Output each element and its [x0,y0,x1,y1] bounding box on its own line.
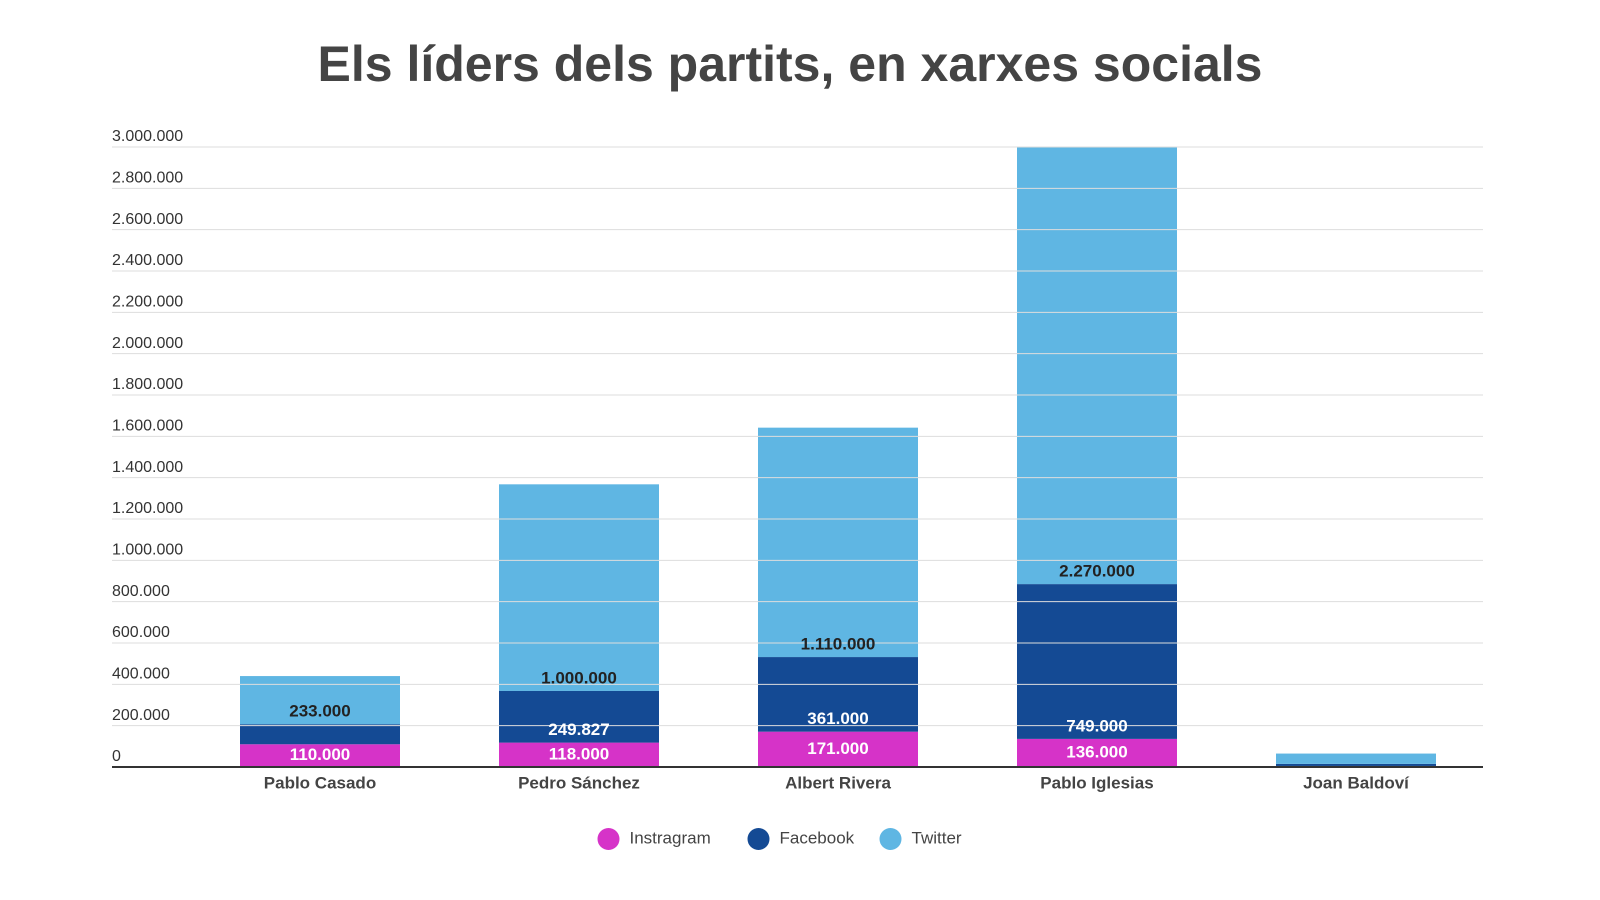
x-tick-label: Albert Rivera [785,773,891,792]
data-label: 118.000 [549,744,610,763]
bar-segment [758,427,918,658]
data-label: 1.000.000 [541,668,617,687]
bar-segment [1017,147,1177,585]
bar-segment [499,742,659,767]
bar-segment [240,744,400,767]
bar-segment [758,731,918,767]
data-label: 2.270.000 [1059,562,1135,581]
legend-swatch [597,828,620,850]
y-tick-label: 200.000 [112,707,170,724]
data-label: 1.110.000 [801,635,876,654]
bar-segment [758,657,918,732]
y-tick-label: 1.600.000 [112,418,183,435]
bar-segment [499,484,659,691]
y-tick-label: 2.200.000 [112,294,183,311]
data-label: 110.000 [290,745,351,764]
y-tick-label: 2.600.000 [112,211,183,228]
y-tick-label: 2.000.000 [112,335,183,352]
bar-segment [1017,584,1177,739]
y-tick-label: 1.800.000 [112,376,183,393]
legend-label: Instragram [630,828,711,847]
chart-title: Els líders dels partits, en xarxes socia… [318,36,1263,92]
x-tick-label: Pablo Casado [264,773,376,792]
plot-area [240,147,1436,767]
legend-label: Twitter [912,828,962,847]
legend-swatch [879,828,902,850]
bar-segment [499,690,659,743]
data-label: 233.000 [289,702,350,721]
x-tick-label: Pedro Sánchez [518,773,640,792]
y-tick-label: 400.000 [112,666,170,683]
data-label: 749.000 [1066,716,1127,735]
y-tick-label: 1.000.000 [112,542,183,559]
data-label: 249.827 [548,720,609,739]
y-tick-label: 2.800.000 [112,170,183,187]
legend-swatch [747,828,770,850]
y-tick-label: 2.400.000 [112,252,183,269]
x-tick-label: Pablo Iglesias [1040,773,1153,792]
data-label: 171.000 [807,739,868,758]
x-tick-label: Joan Baldoví [1303,773,1410,792]
y-tick-label: 800.000 [112,583,170,600]
data-label: 136.000 [1066,742,1127,761]
y-tick-label: 1.400.000 [112,459,183,476]
y-tick-label: 600.000 [112,624,170,641]
data-label: 361.000 [807,709,868,728]
bar-segment [1276,763,1436,766]
bar-segment [240,724,400,745]
y-tick-label: 3.000.000 [112,128,183,145]
y-tick-label: 1.200.000 [112,500,183,517]
legend-label: Facebook [780,828,855,847]
bar-segment [1017,738,1177,767]
bar-segment [1276,753,1436,764]
y-tick-label: 0 [112,748,121,765]
